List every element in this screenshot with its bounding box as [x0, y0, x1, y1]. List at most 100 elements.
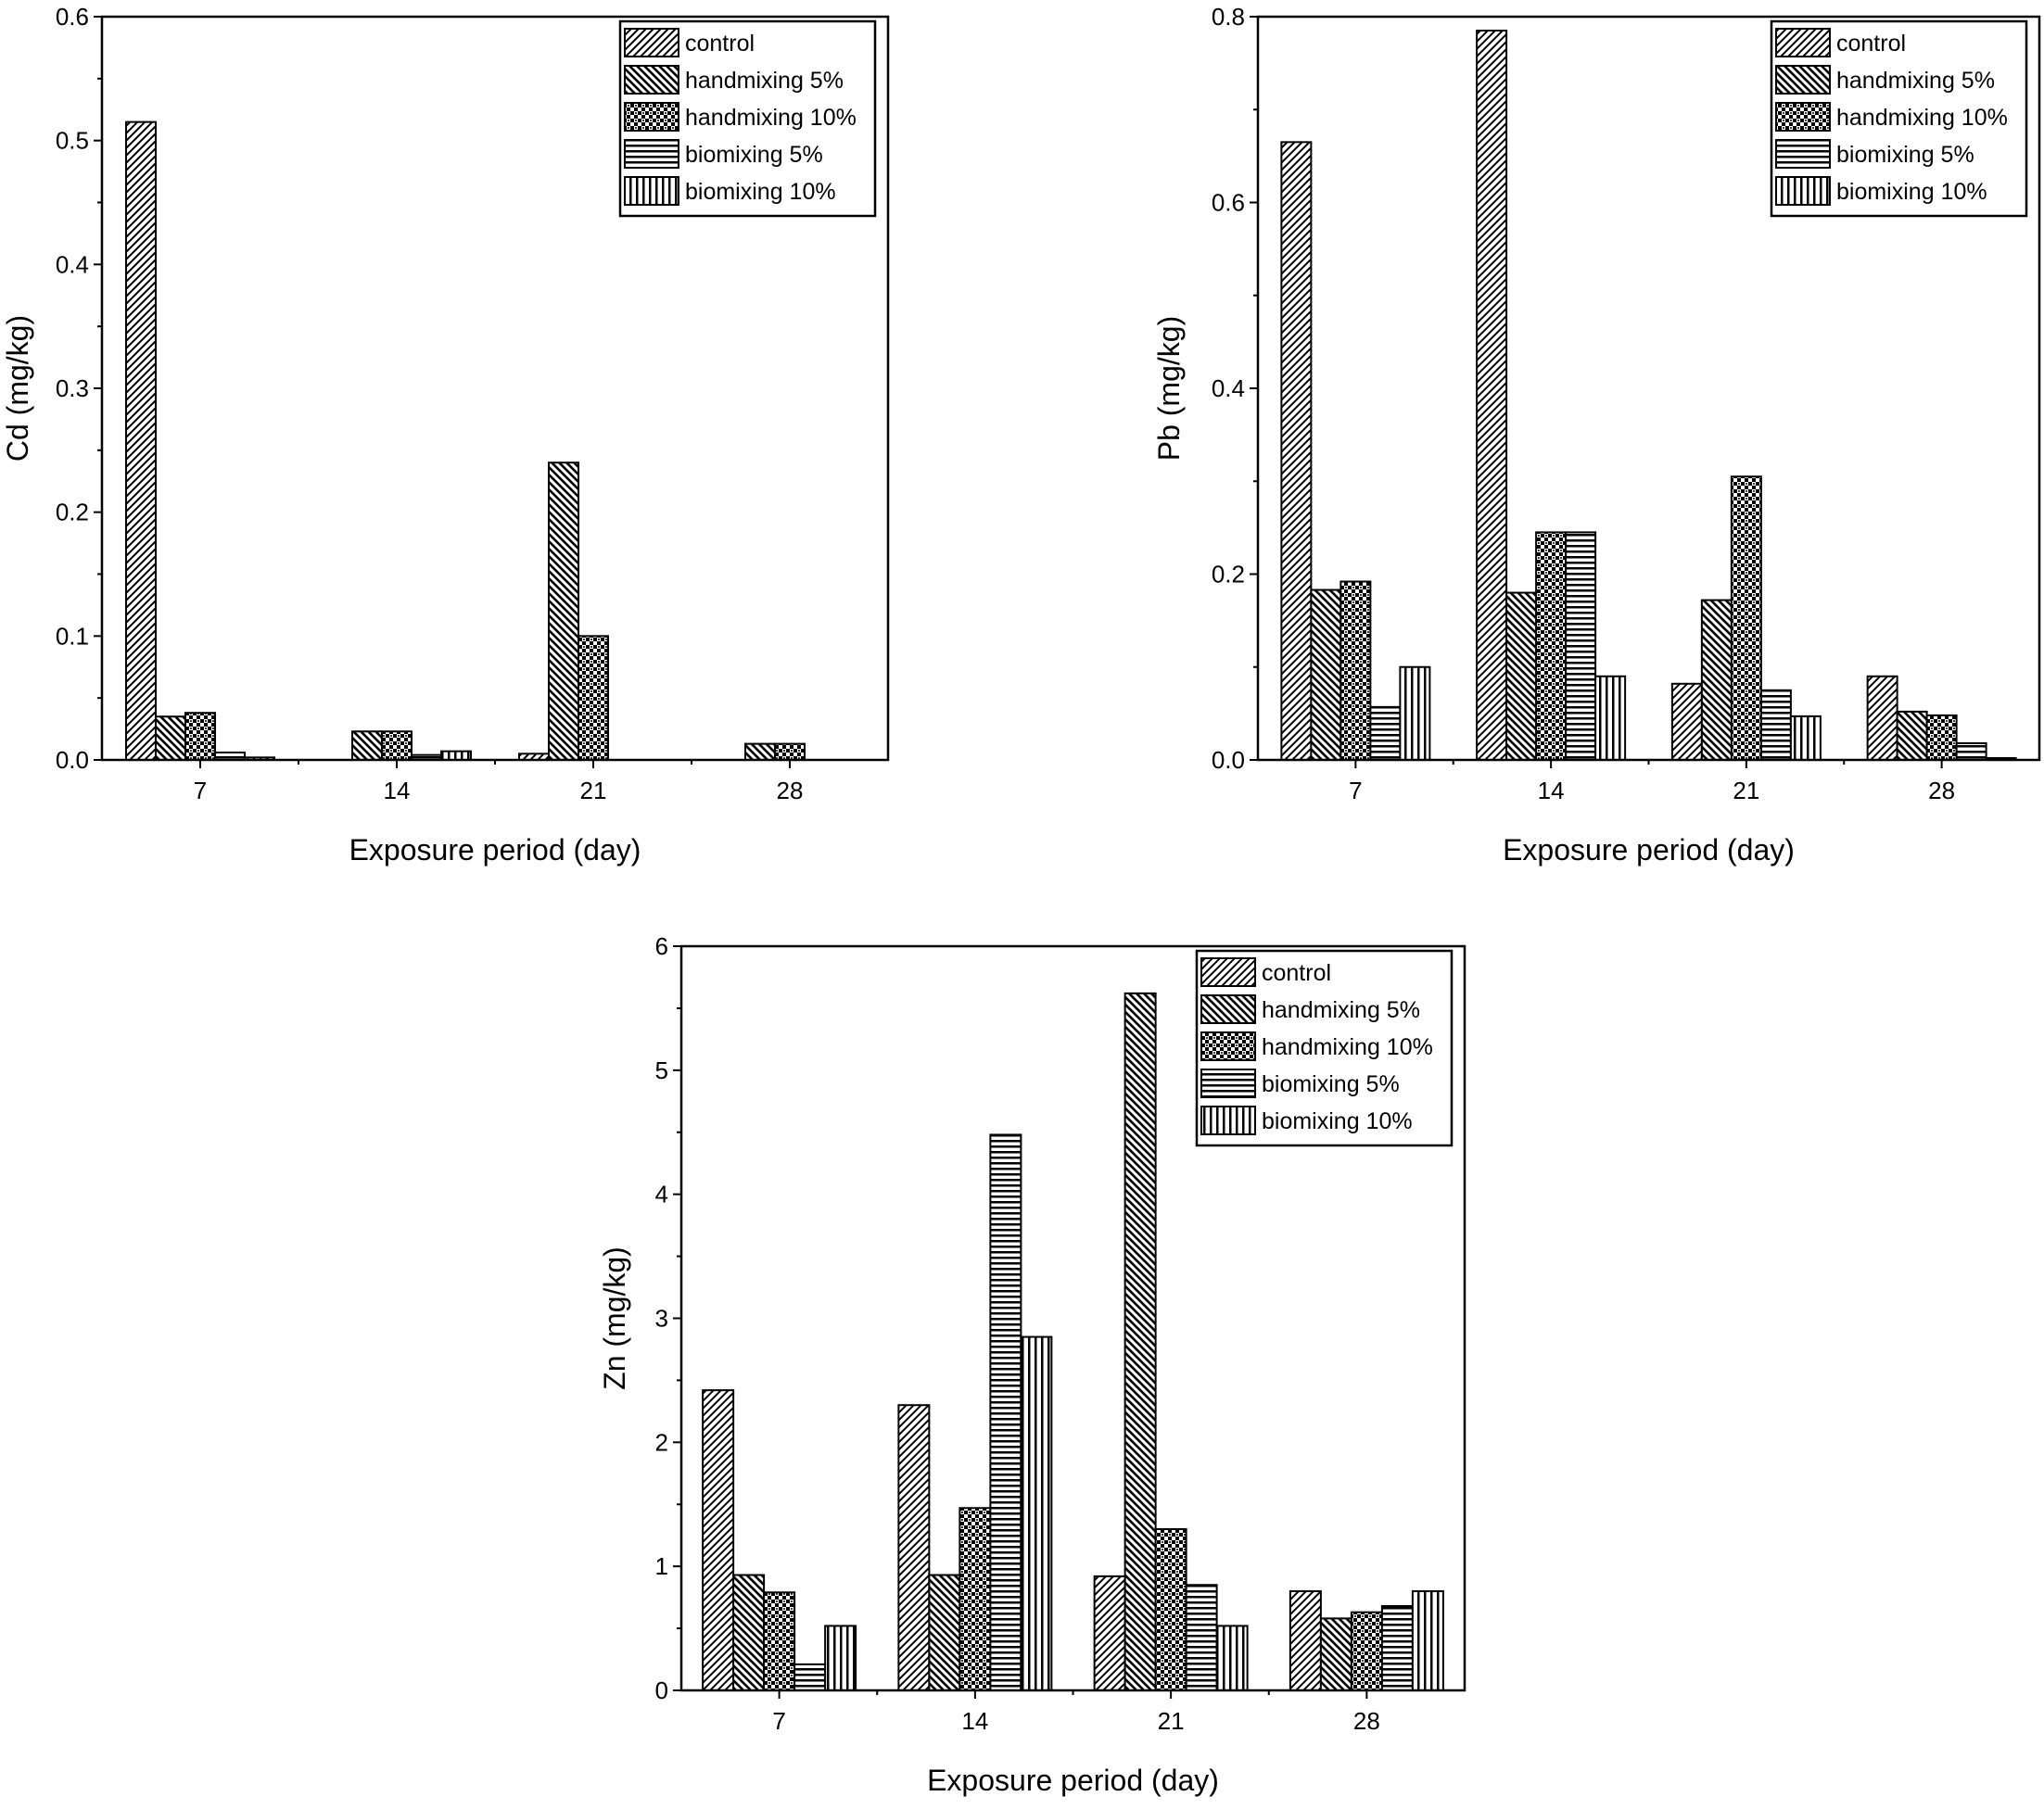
bar-biomixing-5-day-28 — [1380, 1604, 1414, 1692]
bar-control-day-14 — [1476, 30, 1508, 762]
bar-biomixing-5-day-28 — [1955, 741, 1987, 762]
bar-control-day-21 — [1093, 1575, 1126, 1692]
pb-chart: 0.0 0.2 0.4 0.6 0.8 7 14 21 28 Exposure period (d… — [1022, 0, 2044, 890]
legend-label-biomixing-10: biomixing 10% — [685, 179, 836, 205]
bar-handmixing-5-day-14 — [928, 1574, 961, 1691]
bars — [1280, 30, 2017, 762]
legend-swatch-handmixing-5 — [1775, 65, 1831, 95]
legend-swatch-handmixing-5 — [1200, 994, 1256, 1024]
bar-handmixing-10-day-28 — [1925, 714, 1958, 762]
x-tick-label: 14 — [1538, 777, 1565, 804]
bar-biomixing-10-day-14 — [440, 750, 472, 761]
bar-biomixing-10-day-7 — [824, 1625, 857, 1692]
y-tick-label: 2 — [655, 1428, 668, 1456]
bars — [702, 992, 1444, 1692]
bar-biomixing-10-day-14 — [1594, 675, 1627, 762]
x-tick-label: 21 — [1158, 1707, 1185, 1735]
y-tick-label: 0.5 — [56, 127, 89, 155]
bar-control-day-7 — [702, 1389, 735, 1691]
legend-label-control: control — [685, 31, 755, 57]
legend-swatch-biomixing-10 — [624, 176, 679, 206]
y-tick-label: 1 — [655, 1552, 668, 1580]
legend-label-control: control — [1836, 31, 1906, 57]
bar-handmixing-10-day-14 — [959, 1507, 992, 1692]
legend-label-biomixing-10: biomixing 10% — [1262, 1108, 1413, 1134]
x-axis-label: Exposure period (day) — [1503, 833, 1795, 867]
pb-svg: 0.0 0.2 0.4 0.6 0.8 7 14 21 28 Exposure period (d… — [1152, 3, 2041, 867]
bar-handmixing-10-day-28 — [774, 742, 806, 762]
x-tick-label: 21 — [1733, 777, 1759, 804]
legend-swatch-control — [1200, 957, 1256, 987]
legend-swatch-handmixing-10 — [1775, 102, 1831, 132]
bar-handmixing-5-day-28 — [1319, 1617, 1352, 1691]
bar-handmixing-10-day-14 — [1535, 531, 1568, 762]
bar-handmixing-10-day-21 — [1154, 1528, 1187, 1691]
legend-label-handmixing-10: handmixing 10% — [1836, 105, 2008, 131]
legend-swatch-handmixing-10 — [1200, 1031, 1256, 1061]
bar-control-day-7 — [125, 120, 157, 762]
bar-handmixing-5-day-14 — [351, 730, 383, 761]
legend-label-control: control — [1262, 960, 1331, 986]
y-tick-label: 4 — [655, 1181, 668, 1208]
bar-biomixing-5-day-7 — [1369, 705, 1402, 761]
cd-svg: 0.0 0.1 0.2 0.3 0.4 0.5 0.6 7 14 21 28 Exposure per… — [1, 3, 890, 867]
bar-biomixing-10-day-7 — [1399, 665, 1431, 761]
legend-label-handmixing-10: handmixing 10% — [685, 105, 857, 131]
bar-biomixing-5-day-7 — [793, 1663, 827, 1692]
cd-chart: 0.0 0.1 0.2 0.3 0.4 0.5 0.6 7 14 21 28 Exposure per… — [0, 0, 1022, 890]
x-tick-label: 21 — [580, 777, 607, 804]
y-tick-label: 0 — [655, 1676, 668, 1704]
bars — [125, 120, 806, 762]
bar-handmixing-5-day-7 — [732, 1574, 766, 1691]
y-tick-label: 3 — [655, 1305, 668, 1333]
x-axis-label: Exposure period (day) — [927, 1764, 1219, 1797]
bar-handmixing-10-day-21 — [1730, 475, 1762, 761]
x-tick-label: 7 — [1349, 777, 1362, 804]
y-tick-label: 0.1 — [56, 622, 89, 650]
zn-svg: 0 1 2 3 4 5 6 7 14 21 28 Exposure period (day) Zn (m… — [598, 932, 1466, 1797]
y-tick-label: 0.0 — [56, 746, 89, 774]
legend-swatch-handmixing-10 — [624, 102, 679, 132]
legend-label-handmixing-5: handmixing 5% — [1836, 68, 1995, 94]
bar-handmixing-5-day-7 — [1310, 588, 1342, 761]
legend-label-biomixing-5: biomixing 5% — [685, 142, 823, 168]
x-tick-label: 28 — [1353, 1707, 1380, 1735]
legend: control handmixing 5% handmixing 10% biomix… — [618, 19, 877, 218]
legend-swatch-biomixing-5 — [1775, 139, 1831, 169]
bar-handmixing-5-day-14 — [1505, 591, 1538, 761]
bar-control-day-28 — [1866, 675, 1898, 762]
y-tick-label: 0.6 — [56, 3, 89, 31]
y-axis-label: Pb (mg/kg) — [1152, 316, 1186, 461]
bar-handmixing-5-day-21 — [548, 462, 579, 761]
x-tick-label: 14 — [961, 1707, 988, 1735]
legend: control handmixing 5% handmixing 10% biomix… — [1770, 19, 2028, 218]
legend-swatch-biomixing-5 — [1200, 1069, 1256, 1098]
x-tick-label: 28 — [1928, 777, 1955, 804]
bar-biomixing-10-day-21 — [1215, 1625, 1249, 1692]
bar-handmixing-10-day-7 — [184, 712, 216, 761]
legend: control handmixing 5% handmixing 10% biomix… — [1195, 949, 1454, 1147]
legend-swatch-control — [624, 28, 679, 57]
legend-label-biomixing-5: biomixing 5% — [1836, 142, 1974, 168]
bar-biomixing-10-day-14 — [1020, 1335, 1053, 1691]
bar-biomixing-10-day-21 — [1789, 715, 1822, 762]
legend-swatch-control — [1775, 28, 1831, 57]
y-tick-label: 0.8 — [1212, 3, 1245, 31]
y-tick-label: 6 — [655, 932, 668, 960]
bar-control-day-7 — [1280, 141, 1313, 761]
y-tick-label: 0.0 — [1212, 746, 1245, 774]
x-axis-label: Exposure period (day) — [349, 833, 641, 867]
bar-handmixing-10-day-28 — [1350, 1611, 1383, 1691]
bar-handmixing-10-day-7 — [763, 1591, 796, 1691]
bar-handmixing-10-day-21 — [578, 635, 609, 761]
legend-label-handmixing-10: handmixing 10% — [1262, 1034, 1433, 1060]
y-tick-label: 5 — [655, 1056, 668, 1084]
legend-swatch-handmixing-5 — [624, 65, 679, 95]
bar-handmixing-5-day-28 — [744, 742, 776, 762]
x-tick-label: 7 — [772, 1707, 785, 1735]
bar-control-day-28 — [1289, 1589, 1322, 1692]
legend-label-handmixing-5: handmixing 5% — [1262, 997, 1420, 1023]
x-tick-label: 14 — [384, 777, 411, 804]
bar-control-day-14 — [897, 1404, 931, 1692]
legend-label-biomixing-5: biomixing 5% — [1262, 1071, 1400, 1097]
